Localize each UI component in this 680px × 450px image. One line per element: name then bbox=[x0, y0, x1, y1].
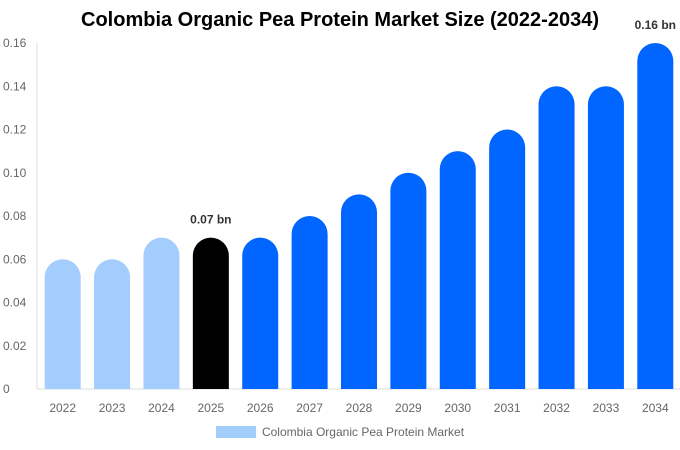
x-tick-label: 2034 bbox=[642, 401, 669, 415]
x-tick-label: 2033 bbox=[593, 401, 620, 415]
bar-2031 bbox=[489, 129, 526, 389]
x-tick-label: 2031 bbox=[494, 401, 521, 415]
legend-swatch bbox=[215, 426, 256, 438]
bar-2027 bbox=[291, 216, 328, 389]
x-tick-label: 2022 bbox=[49, 401, 76, 415]
data-label-2034: 0.16 bn bbox=[635, 18, 676, 32]
bar-2029 bbox=[390, 172, 427, 389]
x-tick-label: 2023 bbox=[99, 401, 126, 415]
y-tick-label: 0.08 bbox=[3, 209, 27, 223]
x-tick-label: 2030 bbox=[444, 401, 471, 415]
x-tick-label: 2024 bbox=[148, 401, 175, 415]
bar-2025 bbox=[192, 237, 229, 389]
y-tick-label: 0 bbox=[3, 382, 10, 396]
x-tick-label: 2028 bbox=[346, 401, 373, 415]
legend: Colombia Organic Pea Protein Market bbox=[0, 425, 680, 439]
legend-label: Colombia Organic Pea Protein Market bbox=[261, 425, 465, 439]
bar-2026 bbox=[242, 237, 279, 389]
bar-2024 bbox=[143, 237, 180, 389]
y-tick-label: 0.10 bbox=[3, 166, 27, 180]
bar-2032 bbox=[538, 86, 575, 389]
data-label-2025: 0.07 bn bbox=[190, 213, 231, 227]
x-tick-label: 2027 bbox=[296, 401, 323, 415]
chart-title: Colombia Organic Pea Protein Market Size… bbox=[81, 9, 599, 31]
y-tick-label: 0.02 bbox=[3, 339, 27, 353]
bar-2034 bbox=[637, 43, 674, 389]
x-tick-label: 2025 bbox=[197, 401, 224, 415]
y-tick-label: 0.16 bbox=[3, 36, 27, 50]
bar-2030 bbox=[439, 151, 476, 389]
bar-2028 bbox=[341, 194, 377, 389]
bar-2023 bbox=[94, 259, 131, 389]
y-tick-label: 0.04 bbox=[3, 296, 27, 310]
x-tick-label: 2032 bbox=[543, 401, 570, 415]
y-tick-label: 0.12 bbox=[3, 123, 27, 137]
bar-2022 bbox=[44, 259, 81, 389]
x-tick-label: 2026 bbox=[247, 401, 274, 415]
x-tick-label: 2029 bbox=[395, 401, 422, 415]
bar-2033 bbox=[587, 86, 624, 389]
y-tick-label: 0.14 bbox=[3, 79, 27, 93]
y-tick-label: 0.06 bbox=[3, 252, 27, 266]
